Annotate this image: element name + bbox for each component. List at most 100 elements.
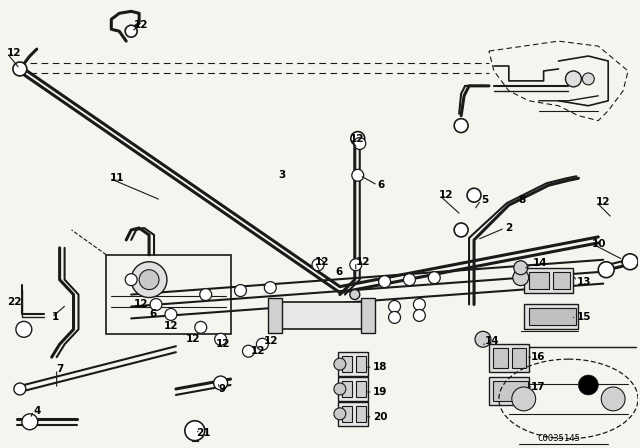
Bar bbox=[338, 377, 368, 401]
Text: 12: 12 bbox=[7, 48, 22, 58]
Text: 12: 12 bbox=[134, 300, 148, 310]
Text: 9: 9 bbox=[219, 384, 226, 394]
Circle shape bbox=[150, 298, 162, 310]
Circle shape bbox=[454, 223, 468, 237]
Circle shape bbox=[566, 71, 581, 87]
Circle shape bbox=[200, 289, 212, 301]
Bar bbox=[529, 309, 577, 325]
Text: 1: 1 bbox=[52, 312, 59, 323]
Bar bbox=[529, 271, 548, 289]
Bar bbox=[338, 352, 368, 376]
Bar bbox=[489, 377, 529, 405]
Bar bbox=[342, 406, 352, 422]
Circle shape bbox=[413, 298, 426, 310]
Circle shape bbox=[352, 169, 364, 181]
Text: 12: 12 bbox=[596, 197, 611, 207]
Circle shape bbox=[312, 259, 324, 271]
Circle shape bbox=[475, 332, 491, 347]
Circle shape bbox=[195, 321, 207, 333]
Circle shape bbox=[334, 408, 346, 420]
Circle shape bbox=[388, 301, 401, 312]
Circle shape bbox=[214, 333, 227, 345]
Circle shape bbox=[13, 62, 27, 76]
Circle shape bbox=[388, 311, 401, 323]
Circle shape bbox=[413, 310, 426, 321]
Circle shape bbox=[243, 345, 255, 357]
Text: 12: 12 bbox=[315, 257, 330, 267]
Circle shape bbox=[354, 138, 365, 150]
Circle shape bbox=[622, 254, 638, 270]
Text: 7: 7 bbox=[57, 364, 64, 374]
Circle shape bbox=[350, 259, 362, 271]
Circle shape bbox=[351, 132, 365, 146]
Bar bbox=[552, 271, 570, 289]
Text: 10: 10 bbox=[592, 239, 607, 249]
Text: 12: 12 bbox=[263, 336, 278, 346]
Circle shape bbox=[234, 284, 246, 297]
Text: 12: 12 bbox=[186, 334, 200, 344]
Circle shape bbox=[513, 270, 529, 286]
Circle shape bbox=[512, 387, 536, 411]
Bar bbox=[489, 344, 529, 372]
Circle shape bbox=[334, 383, 346, 395]
Circle shape bbox=[264, 282, 276, 293]
Text: 13: 13 bbox=[577, 277, 591, 287]
Text: 3: 3 bbox=[278, 170, 285, 180]
Text: 5: 5 bbox=[481, 195, 488, 205]
Text: C0035145: C0035145 bbox=[537, 434, 580, 443]
Bar bbox=[270, 302, 365, 329]
Text: 6: 6 bbox=[149, 310, 156, 319]
Circle shape bbox=[514, 261, 528, 275]
Text: 14: 14 bbox=[485, 336, 500, 346]
Circle shape bbox=[131, 262, 167, 297]
Bar bbox=[356, 356, 365, 372]
Bar bbox=[524, 268, 573, 293]
Circle shape bbox=[350, 289, 360, 300]
Text: 12: 12 bbox=[356, 257, 371, 267]
Circle shape bbox=[16, 321, 32, 337]
Text: 12: 12 bbox=[350, 134, 364, 143]
Circle shape bbox=[582, 73, 595, 85]
Bar bbox=[342, 356, 352, 372]
Bar bbox=[493, 381, 528, 401]
Text: 17: 17 bbox=[531, 382, 545, 392]
Circle shape bbox=[125, 274, 137, 286]
Bar bbox=[106, 255, 230, 334]
Bar bbox=[361, 297, 374, 333]
Circle shape bbox=[428, 271, 440, 284]
Text: 15: 15 bbox=[577, 312, 591, 323]
Text: 12: 12 bbox=[250, 346, 265, 356]
Bar bbox=[268, 297, 282, 333]
Bar bbox=[493, 348, 508, 368]
Circle shape bbox=[257, 338, 268, 350]
Text: 11: 11 bbox=[109, 173, 124, 183]
Bar bbox=[356, 381, 365, 397]
Text: 12: 12 bbox=[164, 321, 179, 332]
Text: 14: 14 bbox=[532, 258, 547, 268]
Text: 12: 12 bbox=[134, 20, 148, 30]
Circle shape bbox=[334, 358, 346, 370]
Text: 18: 18 bbox=[372, 362, 387, 372]
Circle shape bbox=[579, 375, 598, 395]
Bar bbox=[512, 348, 525, 368]
Text: 8: 8 bbox=[519, 195, 526, 205]
Bar bbox=[338, 402, 368, 426]
Bar bbox=[342, 381, 352, 397]
Bar bbox=[356, 406, 365, 422]
Circle shape bbox=[598, 262, 614, 278]
Text: 12: 12 bbox=[216, 339, 230, 349]
Text: 21: 21 bbox=[196, 428, 211, 438]
Text: 20: 20 bbox=[372, 412, 387, 422]
Circle shape bbox=[214, 376, 228, 390]
Circle shape bbox=[14, 383, 26, 395]
Text: 12: 12 bbox=[439, 190, 454, 200]
Circle shape bbox=[454, 119, 468, 133]
Circle shape bbox=[125, 25, 137, 37]
Circle shape bbox=[139, 270, 159, 289]
Text: 4: 4 bbox=[34, 406, 41, 416]
Text: 6: 6 bbox=[378, 180, 385, 190]
Circle shape bbox=[601, 387, 625, 411]
Text: 6: 6 bbox=[335, 267, 342, 277]
Circle shape bbox=[165, 309, 177, 320]
Text: 2: 2 bbox=[505, 223, 512, 233]
